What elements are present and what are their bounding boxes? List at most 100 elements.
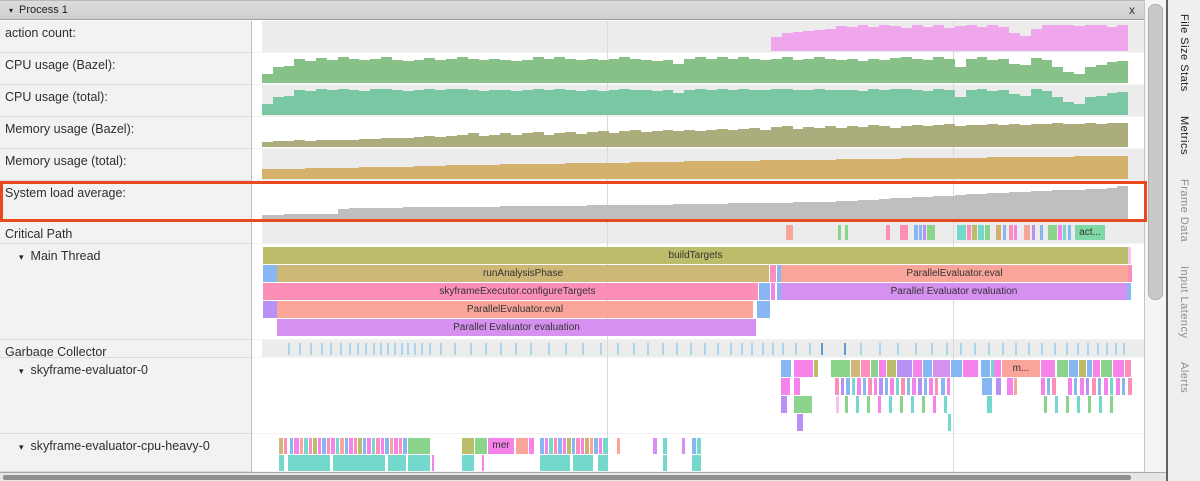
slice[interactable]: [263, 301, 277, 318]
slice[interactable]: [572, 438, 575, 454]
slice[interactable]: [279, 455, 284, 471]
slice[interactable]: [886, 225, 890, 240]
slice[interactable]: [861, 360, 870, 377]
track-canvas-garbage-collector[interactable]: [252, 340, 1144, 358]
slice[interactable]: [996, 225, 1001, 240]
slice[interactable]: runAnalysisPhase: [277, 265, 769, 282]
vertical-scrollbar-thumb[interactable]: [1148, 4, 1163, 300]
slice[interactable]: [927, 225, 935, 240]
track-canvas-cpu-usage-total[interactable]: [252, 85, 1144, 117]
slice[interactable]: [1024, 225, 1030, 240]
slice[interactable]: m...: [1002, 360, 1040, 377]
slice[interactable]: [340, 438, 344, 454]
slice[interactable]: [914, 225, 918, 240]
slice[interactable]: [482, 455, 484, 471]
slice[interactable]: [363, 438, 366, 454]
slice[interactable]: [759, 283, 770, 300]
slice[interactable]: mer: [488, 438, 514, 454]
slice[interactable]: Parallel Evaluator evaluation: [277, 319, 756, 336]
slice[interactable]: [786, 225, 793, 240]
slice[interactable]: [948, 414, 951, 431]
slice[interactable]: [957, 225, 966, 240]
slice[interactable]: [345, 438, 348, 454]
slice[interactable]: [367, 438, 371, 454]
slice[interactable]: [885, 378, 888, 395]
slice[interactable]: [388, 455, 406, 471]
slice[interactable]: [653, 438, 657, 454]
slice[interactable]: [835, 378, 839, 395]
slice[interactable]: [781, 360, 791, 377]
slice[interactable]: [408, 438, 430, 454]
slice[interactable]: [951, 360, 962, 377]
slice[interactable]: [757, 301, 770, 318]
slice[interactable]: [1032, 225, 1035, 240]
slice[interactable]: act...: [1075, 225, 1105, 240]
slice[interactable]: [549, 438, 553, 454]
slice[interactable]: [985, 225, 990, 240]
slice[interactable]: [868, 378, 872, 395]
slice[interactable]: [794, 360, 813, 377]
slice[interactable]: [900, 225, 908, 240]
slice[interactable]: [896, 378, 899, 395]
slice[interactable]: [322, 438, 326, 454]
slice[interactable]: [889, 396, 892, 413]
slice[interactable]: [381, 438, 384, 454]
slice[interactable]: [372, 438, 375, 454]
slice[interactable]: [1041, 378, 1045, 395]
slice[interactable]: Parallel Evaluator evaluation: [781, 283, 1127, 300]
slice[interactable]: [1009, 225, 1013, 240]
slice[interactable]: [838, 225, 841, 240]
slice[interactable]: [967, 225, 971, 240]
slice[interactable]: [913, 360, 922, 377]
slice[interactable]: [581, 438, 584, 454]
slice[interactable]: [336, 438, 339, 454]
slice[interactable]: [923, 225, 926, 240]
slice[interactable]: [911, 396, 914, 413]
collapse-arrow-icon[interactable]: ▾: [9, 5, 14, 15]
slice[interactable]: [327, 438, 330, 454]
slice[interactable]: [1047, 378, 1050, 395]
slice[interactable]: [1099, 396, 1102, 413]
slice[interactable]: [918, 378, 922, 395]
slice[interactable]: ParallelEvaluator.eval: [781, 265, 1128, 282]
slice[interactable]: [933, 396, 936, 413]
slice[interactable]: [846, 378, 850, 395]
slice[interactable]: [781, 378, 790, 395]
slice[interactable]: [1088, 396, 1091, 413]
slice[interactable]: [996, 378, 1001, 395]
slice[interactable]: [929, 378, 933, 395]
slice[interactable]: [1079, 360, 1086, 377]
slice[interactable]: [279, 438, 283, 454]
tab-alerts[interactable]: Alerts: [1178, 362, 1190, 394]
track-label-main-thread[interactable]: ▾ Main Thread: [0, 244, 251, 340]
tab-metrics[interactable]: Metrics: [1178, 115, 1190, 155]
slice[interactable]: [1074, 378, 1077, 395]
slice[interactable]: [1101, 360, 1112, 377]
slice[interactable]: [376, 438, 380, 454]
slice[interactable]: [594, 438, 598, 454]
slice[interactable]: [890, 378, 894, 395]
slice[interactable]: [1116, 378, 1120, 395]
slice[interactable]: [529, 438, 534, 454]
track-canvas-memory-usage-total[interactable]: [252, 149, 1144, 181]
slice[interactable]: [981, 360, 990, 377]
slice[interactable]: [900, 396, 903, 413]
slice[interactable]: [554, 438, 557, 454]
slice[interactable]: [563, 438, 566, 454]
tab-file-size-stats[interactable]: File Size Stats: [1178, 14, 1190, 92]
slice[interactable]: [770, 265, 776, 282]
slice[interactable]: [863, 378, 866, 395]
slice[interactable]: buildTargets: [263, 247, 1128, 264]
slice[interactable]: [1044, 396, 1047, 413]
track-label-skyframe-evaluator-0[interactable]: ▾ skyframe-evaluator-0: [0, 358, 251, 434]
slice[interactable]: [1086, 378, 1089, 395]
slice[interactable]: [794, 396, 812, 413]
slice[interactable]: [1098, 378, 1101, 395]
slice[interactable]: [771, 283, 775, 300]
slice[interactable]: [972, 225, 977, 240]
slice[interactable]: [947, 378, 950, 395]
slice[interactable]: [919, 225, 922, 240]
slice[interactable]: [797, 414, 803, 431]
slice[interactable]: [403, 438, 407, 454]
slice[interactable]: [907, 378, 910, 395]
